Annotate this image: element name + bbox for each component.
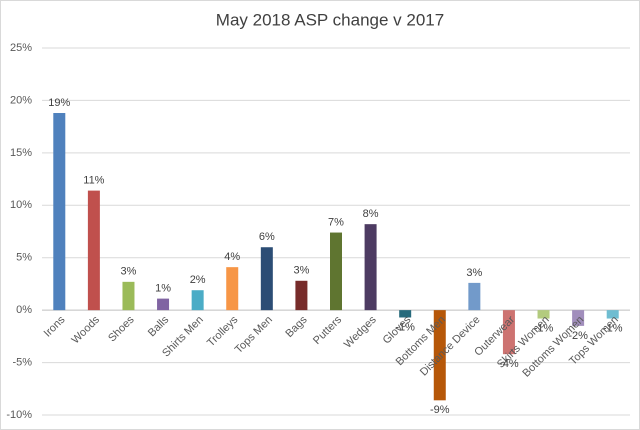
data-label: 19% (48, 97, 70, 109)
bar (364, 224, 377, 311)
bar (53, 113, 66, 311)
bar (572, 310, 585, 326)
data-label: 3% (121, 266, 137, 278)
data-label: -1% (395, 321, 415, 333)
data-label: 7% (328, 216, 344, 228)
data-label: -9% (430, 404, 450, 416)
data-label: 6% (259, 231, 275, 243)
data-label: 3% (466, 267, 482, 279)
bar (468, 282, 481, 311)
y-tick-label: 0% (16, 304, 32, 316)
bar (502, 310, 515, 355)
bar (606, 310, 619, 319)
data-label: -4% (499, 358, 519, 370)
data-label: -1% (534, 322, 554, 334)
data-label: 11% (83, 175, 104, 187)
y-tick-label: -10% (6, 409, 32, 421)
chart-title: May 2018 ASP change v 2017 (216, 10, 444, 29)
data-label: 2% (190, 274, 206, 286)
bar (191, 290, 204, 311)
bar (226, 267, 239, 311)
y-tick-label: 15% (10, 147, 32, 159)
bar (157, 298, 170, 311)
bar (295, 280, 308, 311)
data-label: 1% (155, 283, 171, 295)
data-label: 3% (293, 265, 309, 277)
bar (260, 247, 273, 311)
data-label: -2% (568, 330, 588, 342)
data-label: -1% (603, 322, 623, 334)
bar (87, 190, 100, 311)
bar (122, 281, 135, 311)
y-tick-label: -5% (12, 356, 32, 368)
y-tick-label: 5% (16, 252, 32, 264)
data-label: 8% (363, 208, 379, 220)
data-label: 4% (224, 251, 240, 263)
bar (330, 232, 342, 311)
y-tick-label: 25% (10, 42, 32, 54)
bar (537, 310, 550, 319)
bar (433, 310, 446, 401)
y-tick-label: 20% (10, 94, 32, 106)
bar (399, 310, 412, 318)
y-tick-label: 10% (10, 199, 32, 211)
